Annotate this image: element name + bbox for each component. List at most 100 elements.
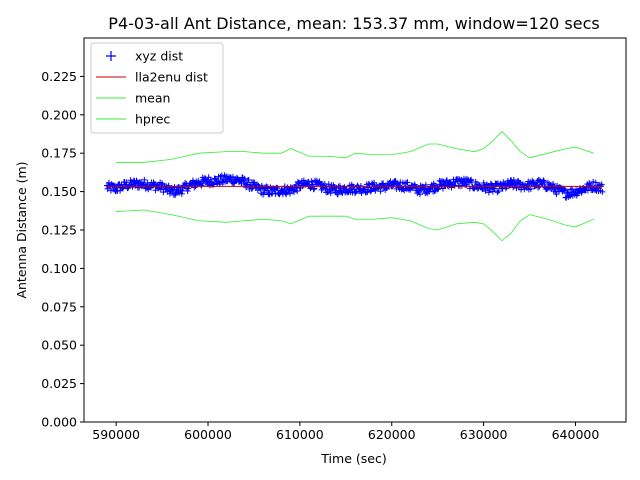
data-point	[489, 188, 496, 195]
data-point	[104, 185, 111, 192]
data-point	[430, 188, 437, 195]
data-point	[241, 175, 248, 182]
data-point	[352, 188, 359, 195]
data-point	[530, 179, 537, 186]
data-point	[404, 179, 411, 186]
data-point	[287, 190, 294, 197]
data-point	[363, 189, 370, 196]
y-axis-label: Antenna Distance (m)	[14, 161, 29, 298]
data-point	[176, 184, 183, 191]
data-point	[560, 187, 567, 194]
legend-box	[90, 42, 224, 134]
data-point	[107, 187, 114, 194]
data-point	[494, 189, 501, 196]
data-point	[222, 178, 229, 185]
legend-label: xyz dist	[135, 49, 183, 64]
data-point	[245, 176, 252, 183]
data-point	[230, 180, 237, 187]
series-layer	[103, 131, 606, 242]
data-point	[305, 179, 312, 186]
data-point	[489, 182, 496, 189]
data-point	[123, 179, 130, 186]
data-point	[152, 187, 159, 194]
data-point	[184, 187, 191, 194]
legend-label: lla2enu dist	[135, 70, 208, 85]
data-point	[416, 191, 423, 198]
data-point	[506, 182, 513, 189]
legend-label: mean	[135, 91, 170, 106]
data-point	[338, 188, 345, 195]
data-point	[540, 178, 547, 185]
x-tick-label: 630000	[460, 427, 508, 442]
data-point	[214, 178, 221, 185]
y-tick-label: 0.100	[41, 261, 77, 276]
data-point	[458, 182, 465, 189]
data-point	[553, 191, 560, 198]
data-point	[290, 188, 297, 195]
data-point	[264, 187, 271, 194]
x-tick-label: 610000	[276, 427, 324, 442]
data-point	[195, 177, 202, 184]
y-tick-label: 0.025	[41, 376, 77, 391]
data-point	[266, 191, 273, 198]
data-point	[165, 182, 172, 189]
y-tick-label: 0.150	[41, 184, 77, 199]
data-point	[321, 184, 328, 191]
data-point	[578, 189, 585, 196]
y-axis: 0.000 0.025 0.050 0.075 0.100 0.125 0.150 0.175…	[41, 69, 84, 430]
data-point	[485, 189, 492, 196]
data-point	[544, 179, 551, 186]
data-point	[540, 177, 547, 184]
data-point	[371, 179, 378, 186]
data-point	[179, 187, 186, 194]
data-point	[344, 188, 351, 195]
data-point	[282, 189, 289, 196]
data-point	[211, 175, 218, 182]
x-axis-label: Time (sec)	[320, 451, 386, 466]
data-point	[217, 173, 224, 180]
data-point	[377, 188, 384, 195]
data-point	[434, 186, 441, 193]
data-point	[599, 188, 606, 195]
data-point	[529, 177, 536, 184]
data-point	[191, 184, 198, 191]
data-point	[506, 182, 513, 189]
x-tick-label: 590000	[92, 427, 140, 442]
data-point	[146, 183, 153, 190]
data-point	[561, 186, 568, 193]
data-point	[136, 184, 143, 191]
data-point	[503, 183, 510, 190]
data-point	[586, 179, 593, 186]
data-point	[431, 187, 438, 194]
series-line-hprec	[116, 131, 594, 163]
data-point	[552, 186, 559, 193]
x-tick-label: 620000	[368, 427, 416, 442]
data-point	[308, 178, 315, 185]
data-point	[166, 190, 173, 197]
data-point	[341, 184, 348, 191]
y-tick-label: 0.225	[41, 69, 77, 84]
data-point	[105, 179, 112, 186]
data-point	[310, 186, 317, 193]
y-tick-label: 0.000	[41, 415, 77, 430]
y-tick-label: 0.125	[41, 223, 77, 238]
data-point	[316, 178, 323, 185]
data-point	[574, 190, 581, 197]
data-point	[159, 180, 166, 187]
y-tick-label: 0.050	[41, 338, 77, 353]
data-point	[269, 190, 276, 197]
x-tick-label: 600000	[184, 427, 232, 442]
legend-marker-plus	[106, 51, 116, 61]
data-point	[361, 186, 368, 193]
data-point	[141, 176, 148, 183]
data-point	[495, 188, 502, 195]
data-point	[144, 180, 151, 187]
y-tick-label: 0.075	[41, 299, 77, 314]
data-point	[267, 184, 274, 191]
data-point	[334, 191, 341, 198]
data-point	[561, 187, 568, 194]
data-point	[367, 187, 374, 194]
data-point	[527, 185, 534, 192]
data-point	[190, 179, 197, 186]
